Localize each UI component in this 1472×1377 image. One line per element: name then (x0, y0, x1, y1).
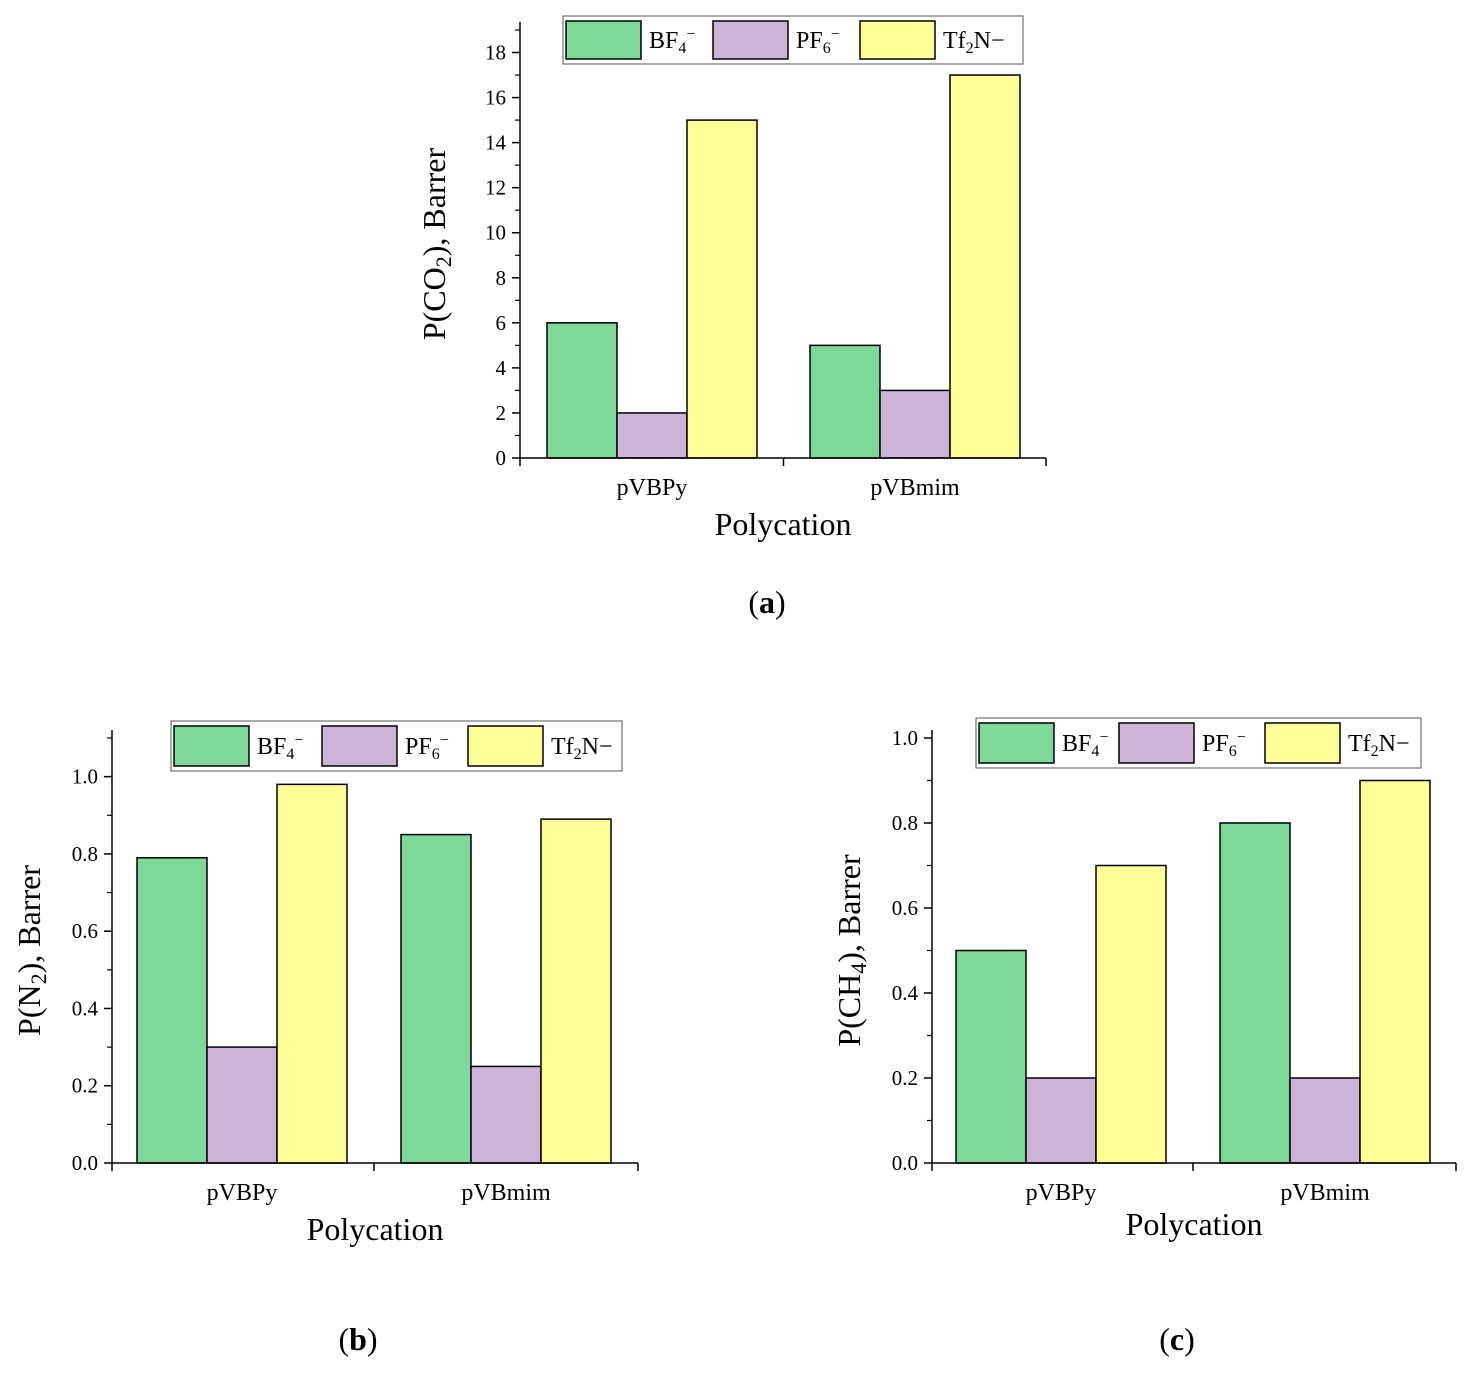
x-tick-label-b: pVBPy (207, 1180, 278, 1206)
bar-a-pVBmim-series-2 (949, 74, 1021, 459)
bar-b-pVBmim-series-0 (400, 833, 472, 1164)
y-tick-label-b: 0.2 (72, 1074, 98, 1098)
y-tick-label-a: 6 (496, 311, 507, 335)
legend-swatch-c-1 (1118, 722, 1195, 764)
y-tick-label-b: 0.4 (72, 996, 99, 1020)
legend-swatch-b-2 (467, 725, 544, 767)
y-tick-label-b: 0.6 (72, 919, 98, 943)
bar-b-pVBPy-series-2 (276, 783, 348, 1164)
x-axis-title-b: Polycation (307, 1211, 444, 1247)
legend-label-b-1: PF6− (405, 732, 449, 763)
y-tick-label-a: 8 (496, 266, 507, 290)
legend-swatch-c-0 (978, 722, 1055, 764)
panel-label-c: (c) (1159, 1321, 1195, 1357)
legend-swatch-a-0 (565, 20, 642, 60)
legend-swatch-a-2 (859, 20, 936, 60)
legend-c: BF4− PF6− Tf2N− (975, 717, 1422, 769)
bar-a-pVBPy-series-2 (686, 119, 758, 459)
y-tick-label-a: 14 (485, 131, 507, 155)
chart-panel-c: 0.0 0.2 0.4 0.6 0.8 1.0 pVBPy pVBmim Polycation P… (831, 717, 1457, 1357)
y-tick-label-c: 0.4 (892, 981, 919, 1005)
y-tick-label-b: 1.0 (72, 765, 98, 789)
bar-c-pVBPy-series-1 (1025, 1077, 1097, 1164)
legend-label-a-0: BF4− (649, 26, 695, 57)
y-tick-label-a: 0 (496, 446, 507, 470)
legend-label-b-2: Tf2N− (551, 734, 613, 763)
legend-label-b-0: BF4− (257, 732, 303, 763)
y-tick-label-a: 16 (485, 86, 506, 110)
legend-a: BF4− PF6− Tf2N− (562, 15, 1024, 65)
y-tick-label-a: 10 (485, 221, 506, 245)
y-axis-title-b: P(N2), Barrer (11, 865, 51, 1036)
y-tick-label-c: 0.0 (892, 1151, 918, 1175)
bar-c-pVBPy-series-2 (1095, 864, 1167, 1164)
y-tick-label-c: 0.8 (892, 811, 918, 835)
y-tick-label-c: 0.2 (892, 1066, 918, 1090)
y-tick-label-a: 18 (485, 41, 506, 65)
x-axis-title-c: Polycation (1126, 1206, 1263, 1242)
bar-c-pVBmim-series-1 (1289, 1077, 1361, 1164)
x-axis-title-a: Polycation (715, 506, 852, 542)
bar-b-pVBmim-series-1 (470, 1065, 542, 1164)
bar-a-pVBmim-series-0 (809, 344, 881, 459)
y-tick-label-a: 2 (496, 401, 507, 425)
bar-b-pVBPy-series-1 (206, 1046, 278, 1164)
legend-label-c-1: PF6− (1202, 729, 1246, 760)
chart-panel-a: 0 2 4 6 8 10 12 14 16 18 pVBPy pVBmim Polycation P(CO… (416, 15, 1047, 620)
legend-label-c-0: BF4− (1062, 729, 1108, 760)
bar-c-pVBmim-series-2 (1359, 779, 1431, 1164)
bar-a-pVBPy-series-1 (616, 412, 688, 459)
bar-a-pVBmim-series-1 (879, 389, 951, 459)
bar-c-pVBPy-series-0 (955, 949, 1027, 1164)
bar-a-pVBPy-series-0 (546, 322, 618, 459)
chart-panel-b: 0.0 0.2 0.4 0.6 0.8 1.0 pVBPy pVBmim Polycation P… (11, 720, 639, 1357)
panel-label-a: (a) (748, 584, 785, 620)
y-tick-label-a: 4 (496, 356, 507, 380)
y-tick-label-a: 12 (485, 176, 506, 200)
y-tick-label-b: 0.0 (72, 1151, 98, 1175)
bar-b-pVBPy-series-0 (136, 857, 208, 1164)
x-tick-label-a: pVBmim (870, 475, 960, 501)
y-axis-title-c: P(CH4), Barrer (831, 854, 871, 1047)
bar-c-pVBmim-series-0 (1219, 822, 1291, 1164)
x-tick-label-c: pVBmim (1280, 1180, 1370, 1206)
legend-label-c-2: Tf2N− (1348, 731, 1410, 760)
y-tick-label-c: 0.6 (892, 896, 918, 920)
bar-b-pVBmim-series-2 (540, 818, 612, 1164)
y-tick-label-b: 0.8 (72, 842, 98, 866)
x-tick-label-b: pVBmim (461, 1180, 551, 1206)
legend-swatch-b-1 (321, 725, 398, 767)
y-axis-title-a: P(CO2), Barrer (416, 148, 456, 341)
legend-label-a-1: PF6− (796, 26, 840, 57)
y-tick-label-c: 1.0 (892, 726, 918, 750)
panel-label-b: (b) (338, 1321, 377, 1357)
x-tick-label-c: pVBPy (1026, 1180, 1097, 1206)
legend-label-a-2: Tf2N− (943, 28, 1005, 57)
x-tick-label-a: pVBPy (617, 475, 688, 501)
legend-swatch-b-0 (173, 725, 250, 767)
legend-swatch-c-2 (1264, 722, 1341, 764)
legend-swatch-a-1 (712, 20, 789, 60)
legend-b: BF4− PF6− Tf2N− (170, 720, 623, 772)
